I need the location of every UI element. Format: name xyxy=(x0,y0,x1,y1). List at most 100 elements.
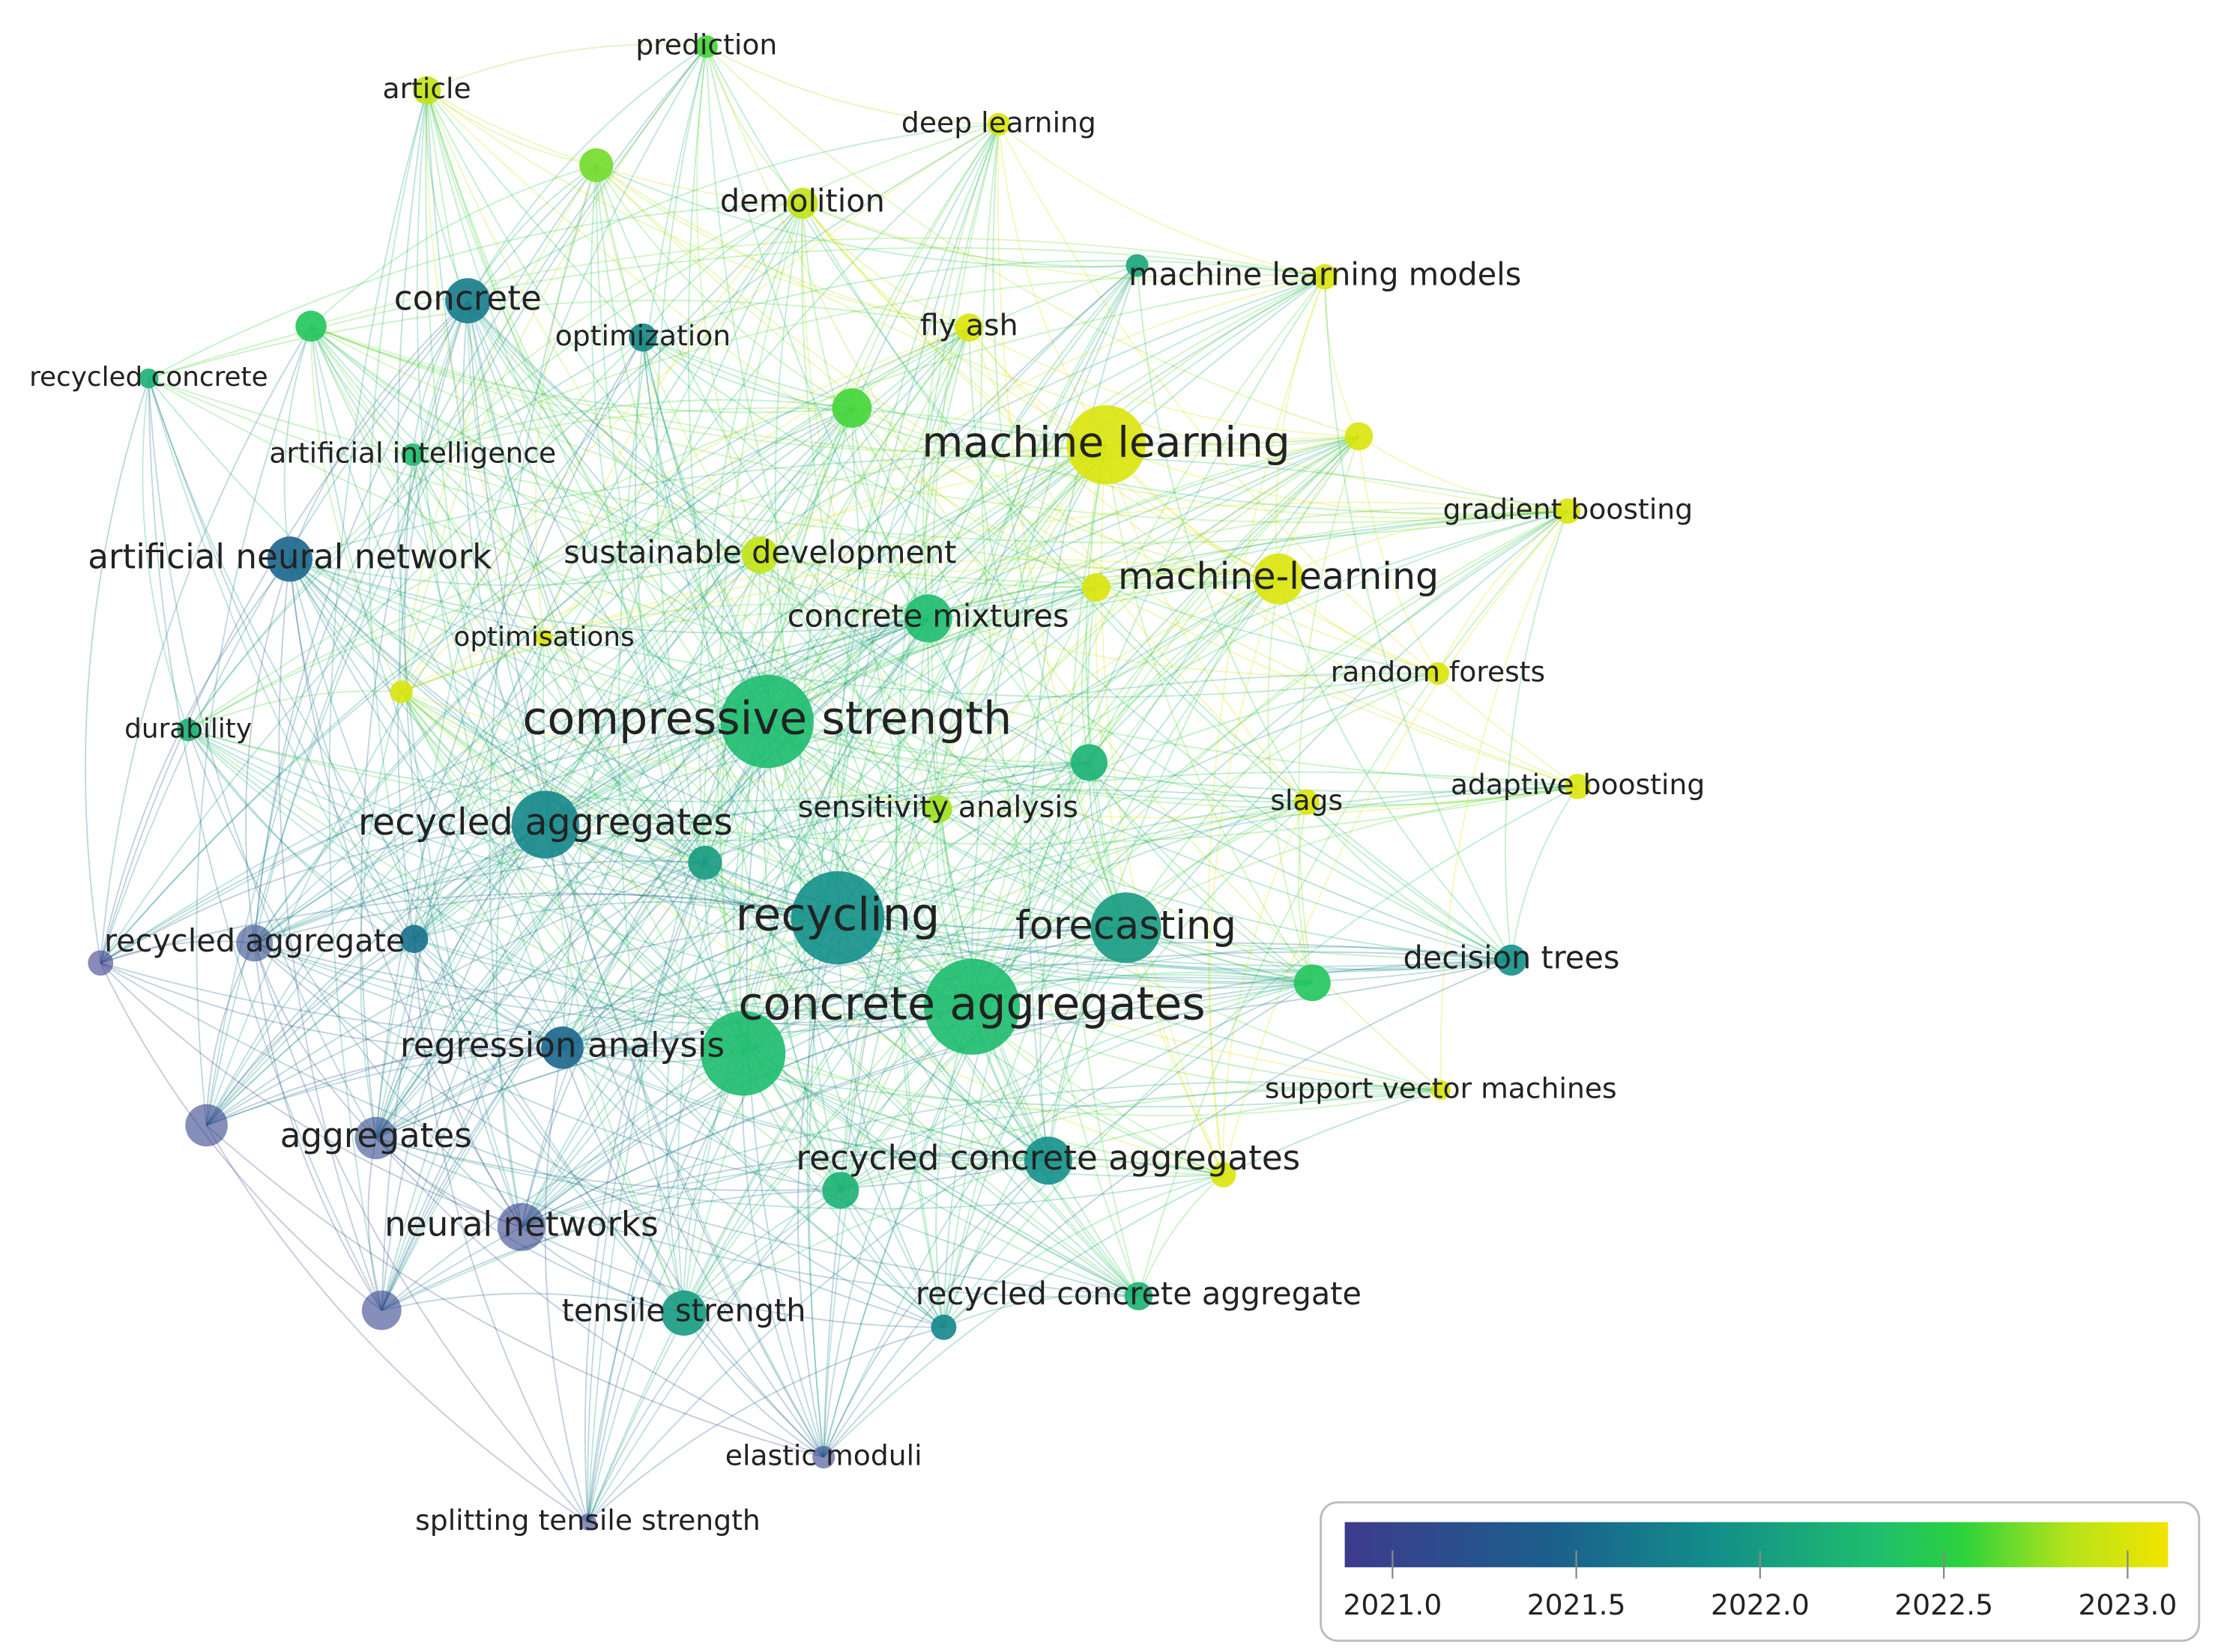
link xyxy=(401,612,928,693)
link xyxy=(288,559,685,1314)
link xyxy=(310,325,1126,929)
link xyxy=(254,943,944,1328)
link xyxy=(310,325,928,620)
link xyxy=(840,1086,1441,1191)
node xyxy=(931,1314,957,1340)
link xyxy=(310,325,1224,1176)
link xyxy=(187,729,744,1054)
link xyxy=(401,691,973,1008)
link xyxy=(635,337,744,1054)
link xyxy=(1137,510,1569,1297)
node-label: recycled concrete xyxy=(29,362,268,393)
link xyxy=(743,974,1313,1054)
link xyxy=(381,824,546,1311)
link xyxy=(400,46,707,692)
node-label: optimisations xyxy=(453,622,634,653)
link xyxy=(922,124,1000,619)
link xyxy=(683,1005,973,1314)
link xyxy=(595,165,761,556)
link xyxy=(968,327,1359,438)
link xyxy=(1222,510,1569,1176)
link xyxy=(520,721,768,1227)
link xyxy=(401,691,1126,929)
link xyxy=(401,566,1279,693)
link xyxy=(401,327,970,693)
link xyxy=(100,962,563,1050)
node-label: elastic moduli xyxy=(725,1438,922,1471)
node xyxy=(1125,254,1149,277)
link xyxy=(381,617,929,1311)
link xyxy=(521,927,1126,1228)
node-label: tensile strength xyxy=(562,1293,806,1329)
link xyxy=(310,325,1359,457)
node-label: recycled concrete aggregate xyxy=(916,1276,1362,1312)
link xyxy=(253,407,853,944)
node-label: sustainable development xyxy=(563,535,956,571)
link xyxy=(414,771,1578,940)
link xyxy=(289,558,706,864)
link xyxy=(521,1081,1441,1228)
link xyxy=(1105,444,1314,984)
link xyxy=(1089,761,1578,806)
link xyxy=(759,554,973,1008)
link xyxy=(187,202,803,730)
link xyxy=(927,618,1127,928)
link xyxy=(328,90,428,1311)
link xyxy=(187,729,415,940)
link xyxy=(310,325,761,556)
link xyxy=(289,558,973,1008)
link xyxy=(310,325,1568,524)
node xyxy=(579,148,614,183)
link xyxy=(206,917,838,1126)
link xyxy=(596,164,1137,268)
link xyxy=(381,327,970,1311)
link xyxy=(205,554,761,1126)
link xyxy=(397,300,469,940)
link xyxy=(288,559,415,940)
link xyxy=(245,559,291,944)
link xyxy=(254,672,1439,944)
link xyxy=(742,578,1279,1054)
link xyxy=(411,454,1049,1161)
link xyxy=(187,729,1090,802)
link xyxy=(205,1125,588,1523)
link xyxy=(1088,762,1313,984)
link xyxy=(937,435,1359,810)
link xyxy=(254,943,841,1191)
link xyxy=(1222,802,1308,1176)
link xyxy=(206,1046,743,1126)
link xyxy=(767,721,1578,809)
link xyxy=(1207,276,1326,1176)
link xyxy=(704,327,970,863)
node xyxy=(497,1202,546,1251)
link xyxy=(521,587,1097,1228)
node xyxy=(688,845,722,880)
node xyxy=(267,536,312,582)
link xyxy=(562,1047,1048,1162)
link xyxy=(797,917,838,1458)
link xyxy=(381,1005,973,1311)
link xyxy=(196,326,312,1126)
link xyxy=(310,325,1512,961)
node xyxy=(1293,789,1320,815)
link xyxy=(543,603,928,639)
link xyxy=(766,327,970,722)
link xyxy=(100,164,597,963)
link xyxy=(1278,510,1568,580)
link xyxy=(467,300,1126,929)
link xyxy=(206,1047,563,1126)
link xyxy=(310,325,768,722)
link xyxy=(561,408,853,1048)
node xyxy=(720,674,814,769)
link xyxy=(205,1125,824,1458)
node xyxy=(1082,573,1110,602)
link xyxy=(375,276,1326,1139)
link xyxy=(1437,510,1568,674)
node-label: gradient boosting xyxy=(1443,493,1693,526)
node xyxy=(1253,553,1304,605)
node xyxy=(924,958,1021,1055)
link xyxy=(381,444,1107,1311)
node-label: demolition xyxy=(720,183,885,219)
link xyxy=(462,300,546,825)
link xyxy=(835,124,1000,919)
